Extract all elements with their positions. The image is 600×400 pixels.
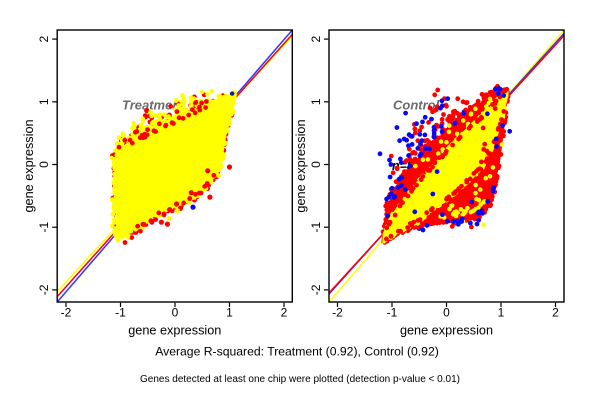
svg-text:-1: -1: [37, 222, 51, 233]
svg-text:-1: -1: [115, 306, 126, 320]
svg-text:2: 2: [309, 35, 323, 42]
svg-text:0: 0: [172, 306, 179, 320]
svg-text:0: 0: [37, 161, 51, 168]
svg-text:2: 2: [552, 306, 559, 320]
svg-text:0: 0: [309, 161, 323, 168]
svg-text:-1: -1: [309, 222, 323, 233]
svg-text:2: 2: [281, 306, 288, 320]
svg-text:gene expression: gene expression: [400, 324, 493, 338]
svg-text:0: 0: [443, 306, 450, 320]
svg-text:Treatment: Treatment: [122, 98, 185, 113]
svg-text:1: 1: [226, 306, 233, 320]
svg-text:-2: -2: [309, 284, 323, 295]
svg-text:Average R-squared: Treatment (: Average R-squared: Treatment (0.92), Con…: [155, 345, 439, 359]
svg-text:-2: -2: [332, 306, 343, 320]
svg-text:gene expression: gene expression: [128, 324, 221, 338]
svg-text:Genes detected at least one ch: Genes detected at least one chip were pl…: [140, 374, 460, 385]
svg-text:-2: -2: [61, 306, 72, 320]
svg-text:gene expression: gene expression: [22, 119, 36, 212]
svg-text:gene expression: gene expression: [294, 119, 308, 212]
svg-text:1: 1: [37, 98, 51, 105]
svg-text:-1: -1: [387, 306, 398, 320]
svg-text:2: 2: [37, 35, 51, 42]
svg-text:1: 1: [498, 306, 505, 320]
svg-text:1: 1: [309, 98, 323, 105]
svg-text:-2: -2: [37, 284, 51, 295]
